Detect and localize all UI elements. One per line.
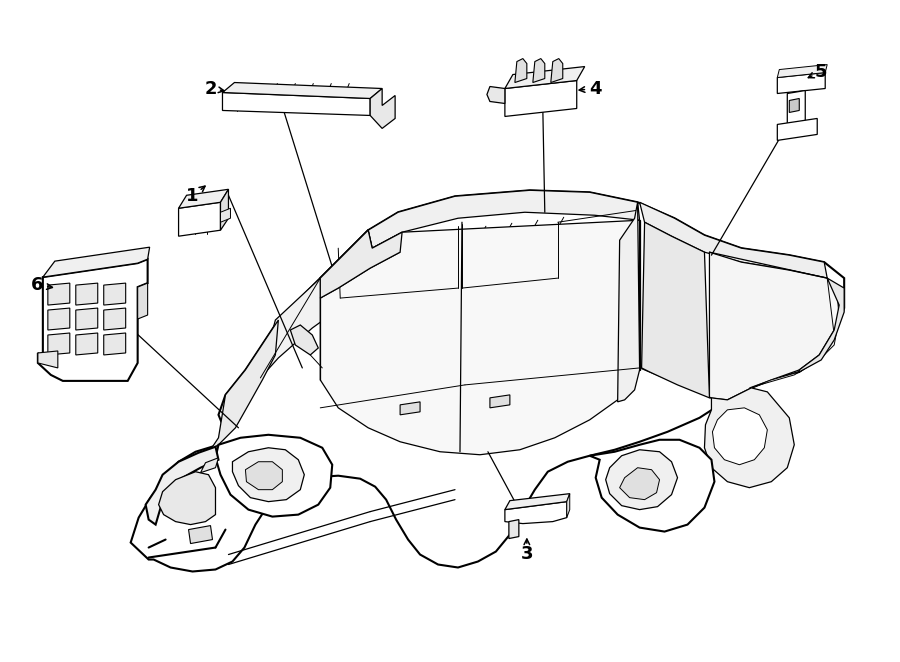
Polygon shape bbox=[778, 65, 827, 77]
Polygon shape bbox=[789, 99, 799, 113]
Polygon shape bbox=[505, 494, 570, 510]
Polygon shape bbox=[750, 278, 839, 388]
Polygon shape bbox=[505, 502, 567, 524]
Polygon shape bbox=[617, 203, 640, 402]
Polygon shape bbox=[291, 325, 319, 355]
Polygon shape bbox=[38, 259, 148, 381]
Text: 4: 4 bbox=[590, 79, 602, 97]
Polygon shape bbox=[567, 494, 570, 518]
Polygon shape bbox=[551, 58, 562, 83]
Text: 6: 6 bbox=[31, 276, 43, 294]
Polygon shape bbox=[487, 87, 505, 103]
Polygon shape bbox=[188, 526, 212, 544]
Polygon shape bbox=[505, 81, 577, 117]
Polygon shape bbox=[158, 472, 215, 524]
Polygon shape bbox=[368, 190, 640, 248]
Polygon shape bbox=[370, 89, 395, 128]
Polygon shape bbox=[640, 203, 827, 278]
Polygon shape bbox=[788, 91, 806, 127]
Polygon shape bbox=[48, 308, 70, 330]
Text: 2: 2 bbox=[204, 79, 217, 97]
Polygon shape bbox=[43, 247, 149, 277]
Polygon shape bbox=[76, 283, 98, 305]
Polygon shape bbox=[232, 448, 304, 502]
Polygon shape bbox=[222, 83, 382, 99]
Polygon shape bbox=[778, 73, 825, 93]
Polygon shape bbox=[146, 447, 219, 524]
Polygon shape bbox=[76, 308, 98, 330]
Polygon shape bbox=[508, 520, 519, 539]
Polygon shape bbox=[246, 461, 283, 490]
Text: 5: 5 bbox=[815, 62, 827, 81]
Polygon shape bbox=[178, 203, 220, 236]
Polygon shape bbox=[619, 468, 660, 500]
Text: 3: 3 bbox=[520, 545, 533, 563]
Polygon shape bbox=[104, 308, 126, 330]
Polygon shape bbox=[713, 408, 768, 465]
Polygon shape bbox=[590, 440, 715, 532]
Polygon shape bbox=[533, 58, 544, 83]
Polygon shape bbox=[211, 320, 278, 449]
Polygon shape bbox=[320, 230, 402, 298]
Polygon shape bbox=[48, 333, 70, 355]
Polygon shape bbox=[799, 278, 844, 372]
Polygon shape bbox=[215, 435, 332, 516]
Polygon shape bbox=[48, 283, 70, 305]
Polygon shape bbox=[220, 189, 229, 230]
Polygon shape bbox=[490, 395, 510, 408]
Polygon shape bbox=[178, 189, 229, 209]
Polygon shape bbox=[400, 402, 420, 415]
Polygon shape bbox=[515, 58, 526, 83]
Text: 1: 1 bbox=[186, 187, 199, 205]
Polygon shape bbox=[709, 252, 839, 400]
Polygon shape bbox=[104, 283, 126, 305]
Polygon shape bbox=[220, 209, 230, 222]
Polygon shape bbox=[320, 220, 640, 455]
Polygon shape bbox=[606, 449, 678, 510]
Polygon shape bbox=[505, 67, 585, 89]
Polygon shape bbox=[642, 222, 709, 398]
Polygon shape bbox=[260, 235, 460, 378]
Polygon shape bbox=[222, 93, 370, 115]
Polygon shape bbox=[778, 118, 817, 140]
Polygon shape bbox=[201, 457, 219, 473]
Polygon shape bbox=[76, 333, 98, 355]
Polygon shape bbox=[138, 283, 148, 319]
Polygon shape bbox=[38, 351, 58, 368]
Polygon shape bbox=[705, 388, 795, 488]
Polygon shape bbox=[104, 333, 126, 355]
Polygon shape bbox=[130, 190, 844, 571]
